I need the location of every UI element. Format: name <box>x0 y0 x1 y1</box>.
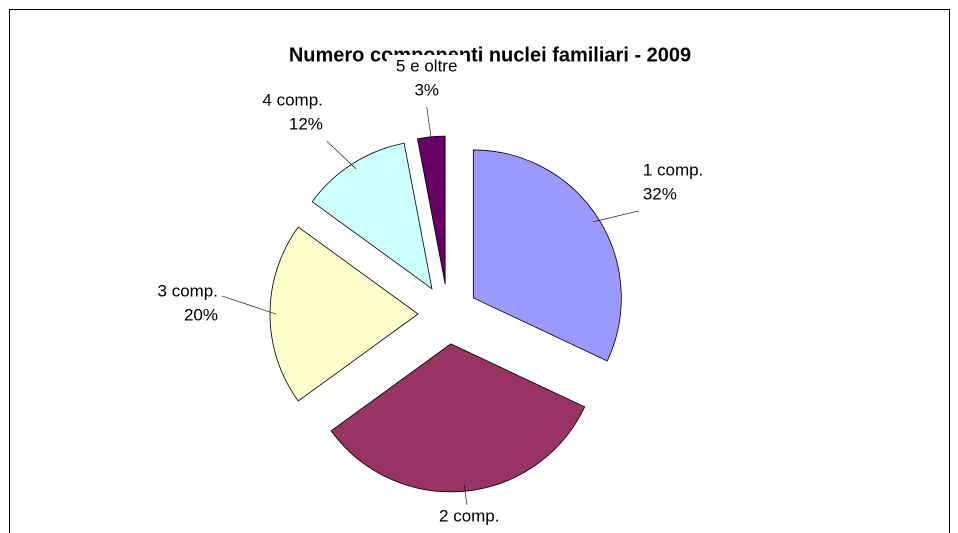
leader-line <box>426 106 433 143</box>
slice-value-label: 32% <box>643 184 677 203</box>
label-bg <box>244 89 325 140</box>
slice-value-label: 20% <box>184 305 218 324</box>
label-bg <box>386 55 467 106</box>
pie-slice <box>311 142 433 290</box>
slice-label: 3 comp. <box>158 281 218 300</box>
leader-line <box>593 210 639 223</box>
chart-frame <box>9 9 950 533</box>
slice-label: 1 comp. <box>643 160 703 179</box>
leader-line <box>221 295 277 315</box>
label-bg <box>640 158 721 209</box>
label-bg <box>140 280 220 330</box>
pie-slice <box>269 226 419 402</box>
slice-label: 2 comp. <box>439 506 499 525</box>
leader-line <box>326 140 357 169</box>
pie-slice <box>330 343 586 493</box>
label-bg <box>429 504 510 533</box>
slice-label: 5 e oltre <box>396 56 457 75</box>
slice-value-label: 12% <box>289 115 323 134</box>
chart-title: Numero componenti nuclei familiari - 200… <box>289 44 691 66</box>
slice-label: 4 comp. <box>262 91 322 110</box>
pie-slice <box>472 149 622 362</box>
slice-value-label: 33% <box>452 530 486 533</box>
slice-value-label: 3% <box>414 80 439 99</box>
